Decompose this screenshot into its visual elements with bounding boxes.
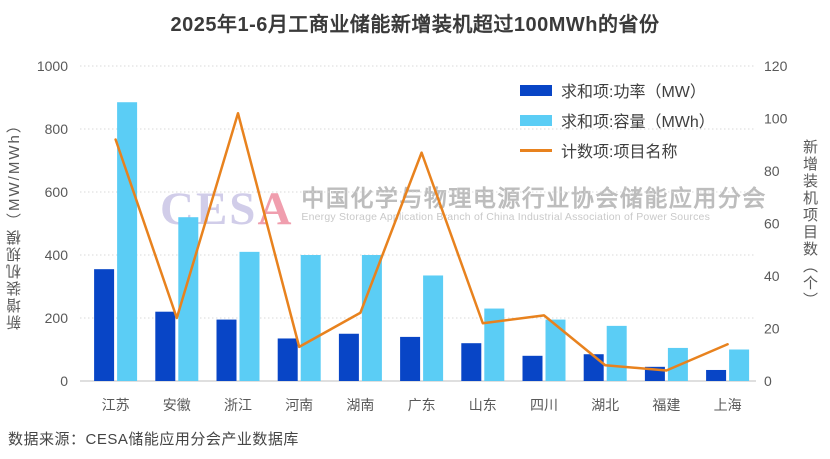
- bar-capacity-安徽: [178, 217, 199, 381]
- right-axis-tick: 80: [764, 163, 780, 179]
- legend-label-count: 计数项:项目名称: [561, 144, 678, 161]
- cesa-logo: CESA: [160, 183, 293, 235]
- bar-power-山东: [461, 343, 482, 381]
- left-axis-tick: 400: [45, 247, 69, 263]
- left-axis-tick: 0: [60, 373, 68, 389]
- legend-swatch-capacity: [520, 114, 552, 126]
- cesa-logo-ces: CES: [160, 183, 258, 235]
- watermark-org-cn: 中国化学与物理电源行业协会储能应用分会: [301, 185, 767, 211]
- x-category-label: 安徽: [163, 397, 191, 413]
- right-axis-tick: 0: [764, 373, 772, 389]
- x-category-label: 山东: [469, 397, 497, 413]
- right-axis-title: 新增装机项目数（个）: [801, 138, 818, 309]
- bar-capacity-湖北: [606, 325, 627, 381]
- left-axis-tick: 1000: [37, 58, 68, 74]
- x-category-label: 上海: [714, 397, 742, 413]
- watermark: CESA 中国化学与物理电源行业协会储能应用分会 Energy Storage …: [160, 183, 765, 243]
- bar-power-广东: [400, 336, 421, 381]
- watermark-org-en: Energy Storage Application Branch of Chi…: [301, 211, 711, 223]
- legend-label-power: 求和项:功率（MW）: [561, 84, 706, 101]
- left-axis-tick: 600: [45, 184, 69, 200]
- chart-title: 2025年1-6月工商业储能新增装机超过100MWh的省份: [170, 14, 660, 36]
- watermark-text: 中国化学与物理电源行业协会储能应用分会 Energy Storage Appli…: [301, 185, 767, 224]
- bar-capacity-河南: [300, 255, 321, 381]
- bar-power-安徽: [155, 311, 176, 381]
- right-axis-tick: 20: [764, 321, 780, 337]
- bar-capacity-湖南: [361, 255, 382, 381]
- x-category-label: 福建: [652, 397, 680, 413]
- legend-item-count: 计数项:项目名称: [520, 135, 715, 165]
- bar-power-湖南: [338, 333, 359, 381]
- bar-capacity-江苏: [117, 102, 138, 381]
- left-axis-tick: 800: [45, 121, 69, 137]
- legend-swatch-count-line: [520, 148, 552, 152]
- bar-capacity-浙江: [239, 251, 260, 381]
- x-category-label: 江苏: [102, 397, 130, 413]
- bar-power-湖北: [583, 354, 604, 381]
- bar-capacity-广东: [423, 275, 444, 381]
- bar-power-上海: [706, 369, 727, 381]
- legend-label-capacity: 求和项:容量（MWh）: [561, 114, 715, 131]
- count-line: [114, 112, 729, 372]
- x-category-label: 湖南: [346, 397, 374, 413]
- legend-item-power: 求和项:功率（MW）: [520, 75, 715, 105]
- right-axis-tick: 100: [764, 111, 788, 127]
- x-category-label: 河南: [285, 397, 313, 413]
- bar-capacity-四川: [545, 319, 566, 381]
- bar-power-江苏: [94, 269, 115, 381]
- left-axis-tick: 200: [45, 310, 69, 326]
- x-category-label: 湖北: [591, 397, 619, 413]
- bar-capacity-上海: [729, 349, 750, 381]
- right-axis-tick: 120: [764, 58, 788, 74]
- legend-swatch-power: [520, 84, 552, 96]
- bar-power-浙江: [216, 319, 237, 381]
- chart-legend: 求和项:功率（MW） 求和项:容量（MWh） 计数项:项目名称: [520, 75, 715, 165]
- bar-power-河南: [277, 338, 298, 381]
- x-category-label: 广东: [408, 397, 436, 413]
- left-axis-title: 新增装机规模（MW/MWh）: [6, 116, 23, 331]
- bar-capacity-山东: [484, 308, 505, 381]
- x-category-label: 四川: [530, 397, 558, 413]
- bar-power-四川: [522, 355, 543, 381]
- right-axis-tick: 40: [764, 268, 780, 284]
- legend-item-capacity: 求和项:容量（MWh）: [520, 105, 715, 135]
- right-axis-tick: 60: [764, 216, 780, 232]
- x-category-label: 浙江: [224, 397, 252, 413]
- data-source: 数据来源：CESA储能应用分会产业数据库: [8, 431, 299, 448]
